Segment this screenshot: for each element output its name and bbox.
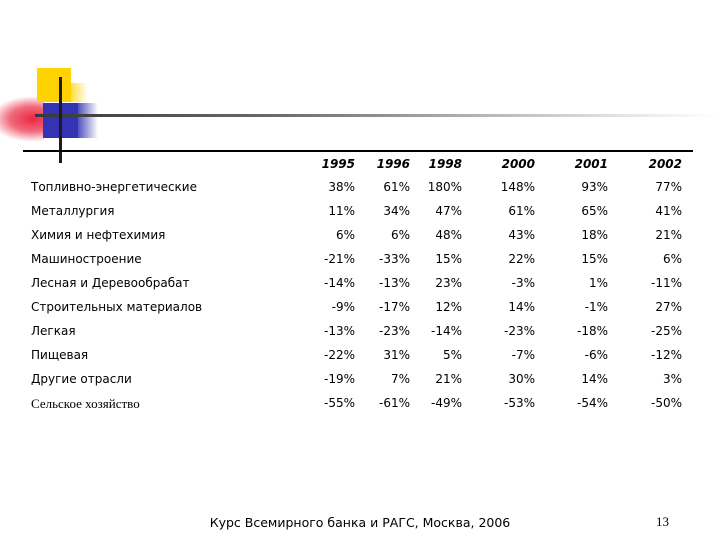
cell-value: -55% [323,396,355,410]
row-label: Лесная и Деревообрабат [31,276,190,290]
cell-value: -11% [650,276,682,290]
table-row: Строительных материалов -9% -17% 12% 14% -1% 2… [23,295,693,319]
cell-value: 18% [581,228,608,242]
cell-value: -6% [584,348,608,362]
logo-red-glow [0,97,44,141]
cell-value: 6% [662,252,682,266]
cell-value: 14% [508,300,535,314]
column-header-2000: 2000 [501,156,535,171]
cell-value: -33% [378,252,410,266]
table-row: Сельское хозяйство -55% -61% -49% -53% -54% -5… [23,391,693,415]
cell-value: -14% [323,276,355,290]
cell-value: -3% [511,276,535,290]
cell-value: -49% [430,396,462,410]
cell-value: 47% [435,204,462,218]
cell-value: 27% [655,300,682,314]
cell-value: 23% [435,276,462,290]
cell-value: 15% [581,252,608,266]
cell-value: 31% [383,348,410,362]
cell-value: 93% [581,180,608,194]
page-number: 13 [656,514,669,529]
cell-value: 21% [435,372,462,386]
cell-value: -61% [378,396,410,410]
row-label: Пищевая [31,348,89,362]
table-body: Топливно-энергетические 38% 61% 180% 148% 93%… [23,175,693,415]
row-label: Строительных материалов [31,300,203,314]
table-row: Металлургия 11% 34% 47% 61% 65% 41% [23,199,693,223]
cell-value: 11% [328,204,355,218]
cell-value: -22% [323,348,355,362]
table-row: Машиностроение -21% -33% 15% 22% 15% 6% [23,247,693,271]
cell-value: -1% [584,300,608,314]
table-row: Другие отрасли -19% 7% 21% 30% 14% 3% [23,367,693,391]
cell-value: -19% [323,372,355,386]
table-row: Топливно-энергетические 38% 61% 180% 148% 93%… [23,175,693,199]
cell-value: -50% [650,396,682,410]
cell-value: -23% [503,324,535,338]
cell-value: 15% [435,252,462,266]
table-row: Химия и нефтехимия 6% 6% 48% 43% 18% 21% [23,223,693,247]
row-label: Легкая [31,324,76,338]
cell-value: 6% [390,228,410,242]
table-header-row: 1995 1996 1998 2000 2001 2002 [23,151,693,175]
cell-value: -14% [430,324,462,338]
cell-value: 43% [508,228,535,242]
cell-value: -23% [378,324,410,338]
table-row: Лесная и Деревообрабат -14% -13% 23% -3% 1% -1… [23,271,693,295]
cell-value: 12% [435,300,462,314]
cell-value: 77% [655,180,682,194]
cell-value: 30% [508,372,535,386]
cell-value: -17% [378,300,410,314]
cell-value: 180% [427,180,462,194]
table-row: Пищевая -22% 31% 5% -7% -6% -12% [23,343,693,367]
column-header-2001: 2001 [574,156,608,171]
cell-value: -21% [323,252,355,266]
column-header-1998: 1998 [428,156,462,171]
cell-value: -13% [323,324,355,338]
cell-value: -12% [650,348,682,362]
table-row: Легкая -13% -23% -14% -23% -18% -25% [23,319,693,343]
row-label-header [23,151,320,175]
cell-value: -25% [650,324,682,338]
cell-value: 61% [383,180,410,194]
cell-value: 148% [500,180,535,194]
cell-value: 14% [581,372,608,386]
row-label: Машиностроение [31,252,142,266]
logo-blue-fade [78,103,98,138]
cell-value: 38% [328,180,355,194]
cell-value: 22% [508,252,535,266]
column-header-2002: 2002 [648,156,682,171]
cell-value: 21% [655,228,682,242]
decor-vertical-line [59,77,62,163]
cell-value: 48% [435,228,462,242]
cell-value: 6% [335,228,355,242]
row-label: Топливно-энергетические [31,180,197,194]
cell-value: 3% [662,372,682,386]
cell-value: -9% [331,300,355,314]
column-header-1995: 1995 [321,156,355,171]
decor-horizontal-line [35,114,718,117]
column-header-1996: 1996 [376,156,410,171]
cell-value: 5% [442,348,462,362]
row-label: Сельское хозяйство [31,395,140,411]
cell-value: -53% [503,396,535,410]
cell-value: 34% [383,204,410,218]
cell-value: -13% [378,276,410,290]
row-label: Другие отрасли [31,372,132,386]
cell-value: -18% [576,324,608,338]
logo-yellow-square [37,68,71,102]
logo-yellow-fade [71,83,88,102]
cell-value: 65% [581,204,608,218]
cell-value: -54% [576,396,608,410]
industry-growth-table: 1995 1996 1998 2000 2001 2002 Топливно-энерге… [23,150,693,415]
cell-value: 61% [508,204,535,218]
footer-text: Курс Всемирного банка и РАГС, Москва, 20… [209,515,511,530]
cell-value: 7% [390,372,410,386]
cell-value: -7% [511,348,535,362]
cell-value: 41% [655,204,682,218]
row-label: Металлургия [31,204,115,218]
cell-value: 1% [588,276,608,290]
row-label: Химия и нефтехимия [31,228,166,242]
